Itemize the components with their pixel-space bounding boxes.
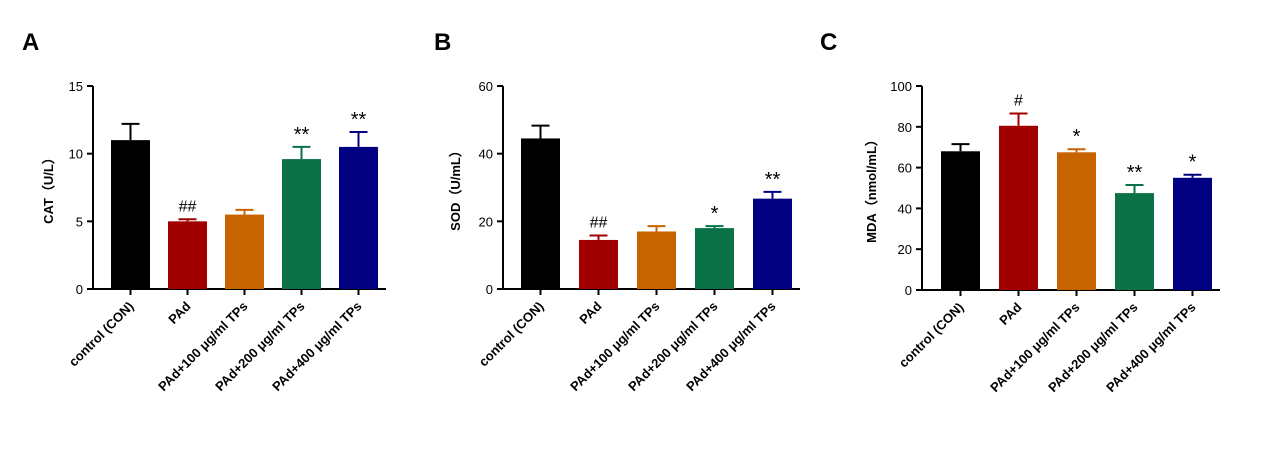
bar-3 — [225, 214, 264, 289]
x-tick-label-2: PAd — [576, 298, 604, 326]
y-axis-label: SOD（U/mL） — [448, 144, 463, 231]
panel-letter: B — [434, 29, 451, 56]
significance-label-5: * — [1189, 152, 1197, 174]
y-tick-label: 0 — [486, 282, 493, 297]
x-tick-label-2: PAd — [165, 298, 193, 326]
significance-label-2: ## — [590, 215, 608, 232]
panel-letter: C — [820, 29, 837, 56]
significance-label-2: ## — [179, 198, 197, 215]
y-tick-label: 100 — [890, 79, 912, 94]
y-tick-label: 40 — [479, 147, 493, 162]
chart-panel-c: C 0 20 40 60 80 100 MDA（nmol/mL） control (CON) # P… — [820, 29, 1220, 395]
bar-5 — [1173, 177, 1212, 290]
y-tick-label: 20 — [898, 242, 912, 257]
y-tick-label: 20 — [479, 214, 493, 229]
significance-label-2: # — [1014, 93, 1023, 110]
y-axis-label: CAT（U/L） — [41, 151, 56, 224]
significance-label-5: ** — [351, 109, 367, 131]
bar-5 — [339, 146, 378, 289]
bar-5 — [753, 198, 792, 289]
significance-label-4: ** — [1127, 162, 1143, 184]
bar-2 — [168, 221, 207, 289]
bar-4 — [1115, 193, 1154, 290]
bar-4 — [695, 228, 734, 289]
y-tick-label: 0 — [76, 282, 83, 297]
significance-label-4: * — [711, 203, 719, 225]
bar-2 — [999, 125, 1038, 290]
bar-3 — [1057, 152, 1096, 290]
y-tick-label: 60 — [898, 161, 912, 176]
bar-1 — [111, 140, 150, 289]
panel-letter: A — [22, 29, 39, 56]
significance-label-3: * — [1073, 126, 1081, 148]
x-tick-label-1: control (CON) — [66, 299, 137, 370]
x-tick-label-1: control (CON) — [896, 300, 967, 371]
x-tick-label-1: control (CON) — [476, 299, 547, 370]
significance-label-4: ** — [294, 124, 310, 146]
significance-label-5: ** — [765, 169, 781, 191]
y-tick-label: 10 — [69, 147, 83, 162]
y-tick-label: 80 — [898, 120, 912, 135]
y-tick-label: 15 — [69, 79, 83, 94]
y-tick-label: 40 — [898, 201, 912, 216]
bar-1 — [521, 138, 560, 289]
y-tick-label: 60 — [479, 79, 493, 94]
y-tick-label: 5 — [76, 214, 83, 229]
bar-2 — [579, 239, 618, 289]
bar-1 — [941, 151, 980, 290]
bar-3 — [637, 231, 676, 289]
y-axis-label: MDA（nmol/mL） — [864, 133, 879, 243]
x-tick-label-2: PAd — [996, 299, 1024, 327]
y-tick-label: 0 — [905, 283, 912, 298]
bar-4 — [282, 159, 321, 289]
